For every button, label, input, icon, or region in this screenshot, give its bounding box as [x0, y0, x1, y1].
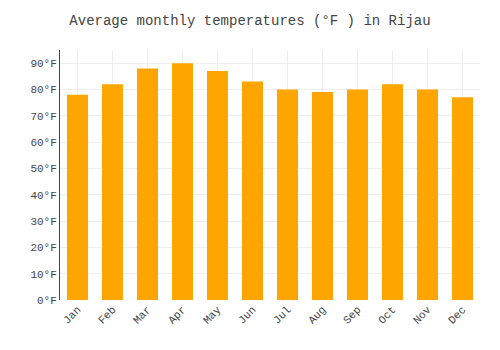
- svg-text:Feb: Feb: [96, 304, 118, 326]
- svg-text:0°F: 0°F: [37, 295, 57, 307]
- svg-text:Jul: Jul: [271, 304, 293, 326]
- svg-text:Dec: Dec: [446, 304, 468, 326]
- svg-text:Oct: Oct: [376, 304, 398, 326]
- svg-text:Mar: Mar: [131, 304, 153, 326]
- svg-text:30°F: 30°F: [30, 216, 56, 228]
- svg-text:40°F: 40°F: [30, 190, 56, 202]
- svg-text:May: May: [201, 304, 224, 327]
- svg-text:Jun: Jun: [236, 304, 258, 326]
- svg-text:Apr: Apr: [166, 304, 188, 326]
- svg-text:Jan: Jan: [61, 304, 83, 326]
- svg-text:80°F: 80°F: [30, 84, 56, 96]
- svg-text:Nov: Nov: [411, 304, 434, 327]
- svg-text:70°F: 70°F: [30, 111, 56, 123]
- svg-text:90°F: 90°F: [30, 58, 56, 70]
- svg-text:60°F: 60°F: [30, 137, 56, 149]
- svg-text:Average monthly temperatures (: Average monthly temperatures (°F ) in Ri…: [69, 13, 430, 29]
- svg-text:50°F: 50°F: [30, 163, 56, 175]
- svg-text:Aug: Aug: [306, 304, 328, 326]
- svg-text:10°F: 10°F: [30, 269, 56, 281]
- svg-text:Sep: Sep: [341, 304, 363, 326]
- svg-text:20°F: 20°F: [30, 242, 56, 254]
